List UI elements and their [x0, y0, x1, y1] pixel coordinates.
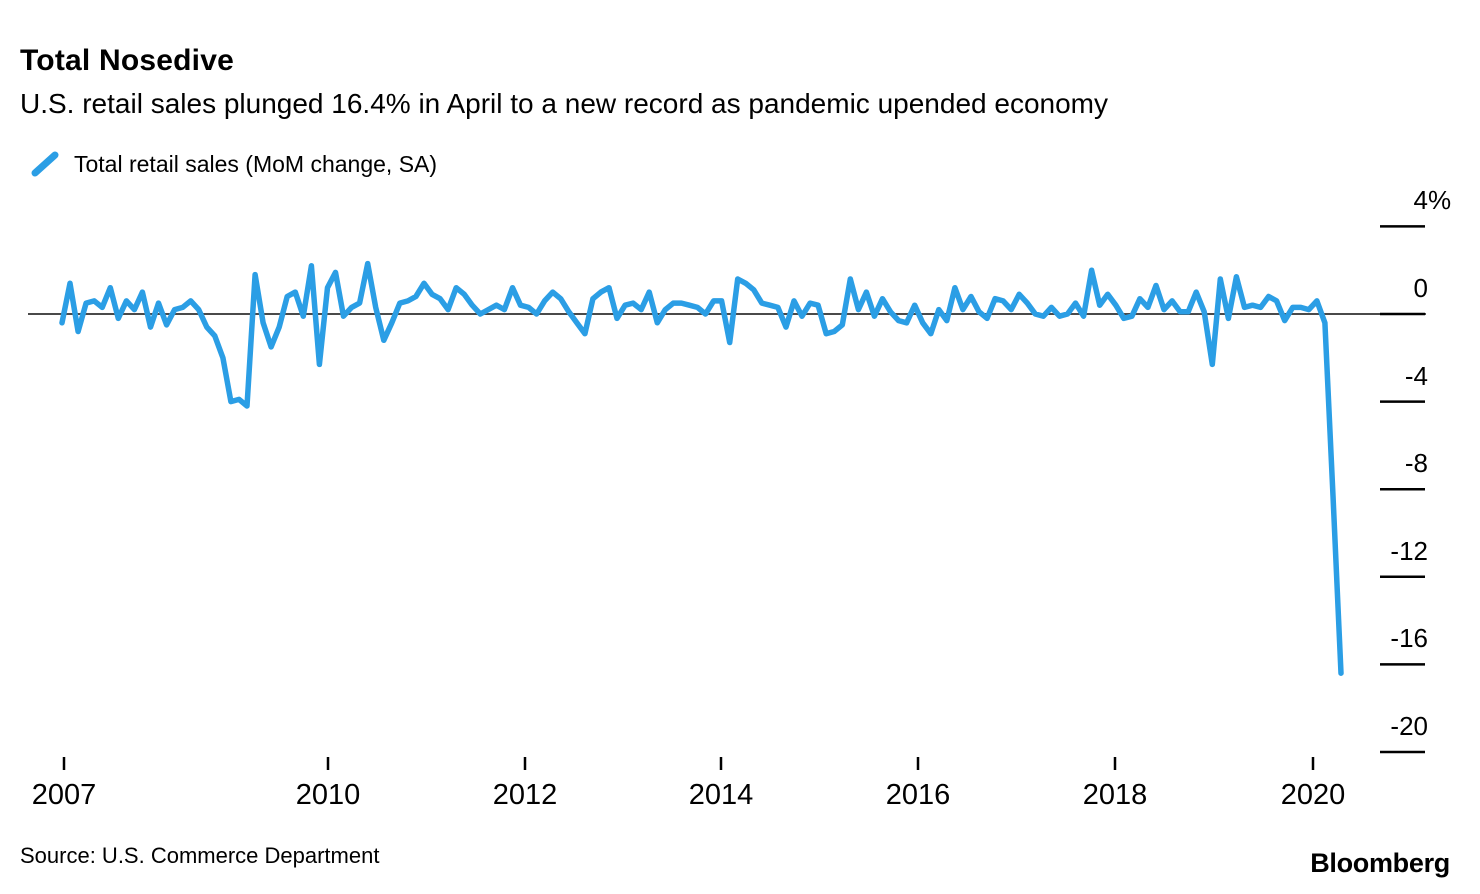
legend: Total retail sales (MoM change, SA)	[26, 147, 437, 181]
chart-title: Total Nosedive	[20, 44, 234, 77]
bloomberg-logo: Bloomberg	[1310, 848, 1450, 878]
line-series-swatch-icon	[31, 151, 59, 177]
retail-sales-line	[59, 260, 1344, 676]
source-note: Source: U.S. Commerce Department	[20, 843, 380, 868]
chart-subtitle: U.S. retail sales plunged 16.4% in April…	[20, 88, 1108, 119]
legend-label: Total retail sales (MoM change, SA)	[74, 150, 438, 177]
